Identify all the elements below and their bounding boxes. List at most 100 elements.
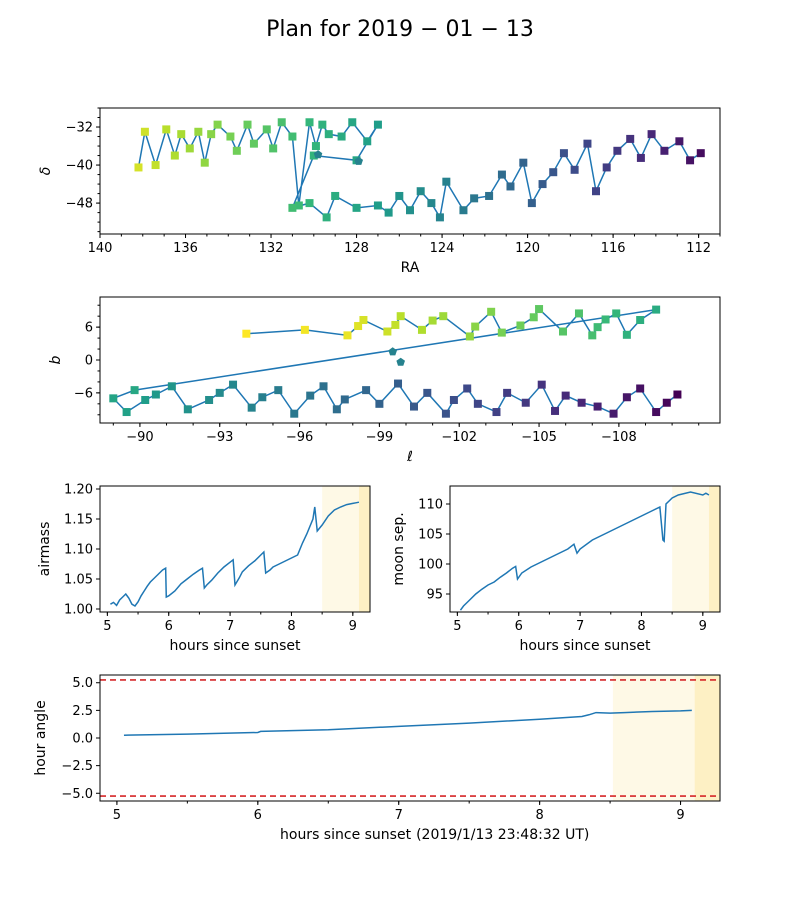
target-marker: [601, 315, 610, 324]
target-marker: [439, 312, 448, 321]
target-marker: [406, 206, 414, 215]
x-tick-label: −93: [206, 430, 233, 445]
target-marker: [200, 158, 209, 167]
y-tick-label: −6: [74, 386, 93, 401]
target-marker: [262, 125, 271, 134]
target-marker: [305, 118, 314, 127]
target-marker: [162, 125, 171, 134]
twilight-band: [358, 486, 370, 612]
target-marker: [574, 309, 583, 318]
target-marker: [549, 168, 558, 177]
target-marker: [215, 388, 224, 397]
target-marker: [352, 203, 361, 212]
hour-angle-panel: 5 6 7 8 9 5.0 2.5 0.0 −2.5 −5.0 hours since sunset…: [33, 674, 721, 843]
target-marker: [409, 402, 418, 411]
target-marker: [394, 379, 403, 388]
target-marker: [551, 406, 560, 415]
target-marker: [675, 137, 684, 146]
target-marker: [391, 320, 400, 329]
target-marker: [243, 120, 252, 129]
x-tick-label: 116: [601, 241, 626, 256]
target-marker: [647, 130, 656, 139]
target-marker: [442, 177, 451, 186]
target-marker: [593, 323, 602, 332]
y-tick-label: 1.05: [64, 573, 93, 588]
target-marker: [609, 409, 618, 418]
x-tick-label: −105: [521, 430, 557, 445]
target-marker: [652, 408, 661, 417]
target-marker: [151, 161, 160, 170]
twilight-band: [612, 675, 695, 801]
target-marker: [375, 399, 384, 408]
x-tick-label: 136: [173, 241, 198, 256]
y-axis-label: airmass: [37, 522, 53, 577]
x-tick-label: −108: [601, 430, 637, 445]
x-tick-label: 8: [535, 808, 543, 823]
series-line: [123, 709, 692, 736]
y-tick-label: −40: [66, 159, 93, 174]
target-marker: [622, 330, 631, 339]
target-marker: [613, 146, 622, 155]
moon-separation-panel: 5 6 7 8 9 95 100 105 110 hours since sunset moon s…: [391, 485, 721, 654]
x-tick-label: 8: [287, 619, 295, 634]
y-tick-label: 95: [426, 588, 443, 603]
target-marker: [487, 307, 496, 316]
x-axis-label: ℓ: [406, 449, 413, 465]
plot-area: [109, 305, 682, 418]
x-tick-label: 6: [515, 619, 523, 634]
target-marker: [588, 331, 597, 340]
target-marker: [497, 328, 506, 337]
target-marker: [612, 309, 621, 318]
x-tick-label: 132: [259, 241, 284, 256]
y-tick-label: −2.5: [61, 759, 93, 774]
y-tick-label: 110: [418, 498, 443, 513]
y-tick-label: 1.20: [64, 483, 93, 498]
target-marker: [331, 191, 340, 200]
x-tick-label: 120: [515, 241, 540, 256]
target-marker: [232, 146, 241, 155]
target-marker: [497, 170, 506, 179]
target-marker: [559, 149, 568, 158]
target-marker: [662, 398, 671, 407]
twilight-band: [672, 486, 709, 612]
target-marker: [337, 132, 346, 141]
airmass-panel: 5 6 7 8 9 1.00 1.05 1.10 1.15 1.20 hours since sun…: [37, 483, 371, 654]
target-marker: [470, 194, 479, 203]
target-marker: [300, 325, 309, 334]
target-marker: [288, 132, 297, 141]
target-marker: [170, 151, 179, 160]
target-marker: [660, 146, 669, 155]
target-marker: [177, 130, 186, 139]
target-marker: [602, 163, 611, 172]
twilight-band: [708, 486, 720, 612]
target-marker: [527, 199, 536, 208]
x-axis-label: hours since sunset: [519, 638, 651, 654]
target-marker: [577, 398, 586, 407]
target-marker: [363, 137, 372, 146]
target-marker: [134, 163, 143, 172]
series-line: [459, 491, 710, 611]
target-marker: [384, 208, 393, 217]
y-tick-label: 1.10: [64, 543, 93, 558]
target-marker: [465, 332, 474, 341]
target-marker: [130, 386, 139, 395]
target-marker: [288, 203, 297, 212]
target-marker: [435, 213, 444, 222]
y-tick-label: 0.0: [72, 732, 93, 747]
y-tick-label: 6: [85, 321, 93, 336]
y-tick-label: −32: [66, 121, 93, 136]
target-marker: [537, 380, 546, 389]
target-marker: [485, 191, 494, 200]
target-marker: [229, 380, 238, 389]
target-marker: [309, 151, 318, 160]
target-marker: [383, 327, 392, 336]
target-marker: [686, 156, 695, 165]
target-marker: [213, 120, 222, 129]
x-tick-label: 7: [395, 808, 403, 823]
y-tick-label: −48: [66, 197, 93, 212]
axes-frame: [99, 107, 721, 235]
target-marker: [359, 316, 368, 325]
target-marker: [167, 382, 176, 391]
target-marker: [459, 206, 468, 215]
target-marker: [561, 391, 570, 400]
